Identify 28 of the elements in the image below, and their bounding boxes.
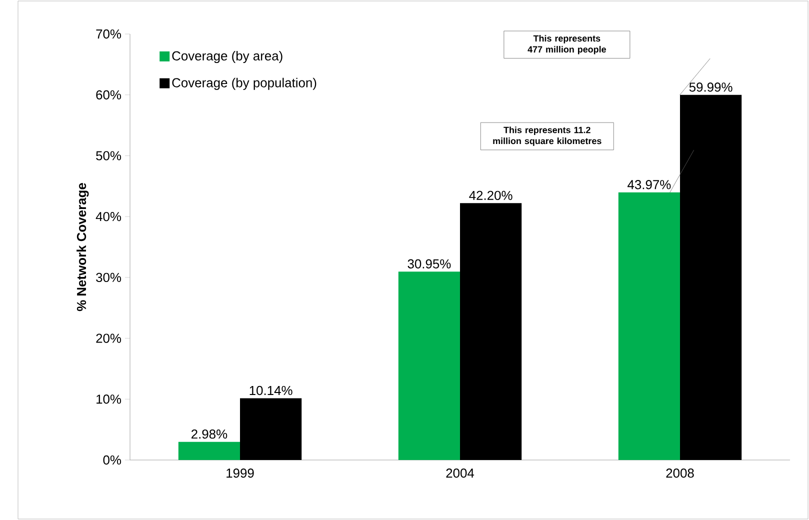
y-tick-label: 0% <box>103 455 122 465</box>
bar <box>178 442 240 460</box>
y-tick-label: 50% <box>96 151 122 160</box>
data-label: 43.97% <box>628 180 671 190</box>
bar <box>680 94 742 460</box>
y-tick-label: 70% <box>96 29 122 39</box>
data-label: 42.20% <box>469 190 512 200</box>
annotation: This represents 477 million people <box>528 34 606 54</box>
x-tick-label: 2004 <box>446 468 474 478</box>
data-label: 30.95% <box>408 259 451 268</box>
legend-label: Coverage (by area) <box>172 50 282 64</box>
bar <box>240 398 302 460</box>
y-tick-label: 20% <box>96 334 122 343</box>
data-label: 2.98% <box>191 429 228 439</box>
y-tick-label: 60% <box>96 90 122 100</box>
data-label: 59.99% <box>689 82 732 92</box>
y-tick-label: 30% <box>96 272 122 282</box>
bar <box>398 272 460 460</box>
legend-label: Coverage (by population) <box>172 78 316 90</box>
bar <box>618 192 680 460</box>
y-tick-label: 40% <box>96 212 122 222</box>
x-tick-label: 1999 <box>226 468 254 478</box>
data-label: 10.14% <box>250 386 292 396</box>
annotation: This represents 11.2 million square kilometres <box>493 126 602 146</box>
bar <box>460 203 522 460</box>
y-tick-label: 10% <box>96 394 122 404</box>
y-axis-title: % Network Coverage <box>76 183 89 312</box>
x-tick-label: 2008 <box>666 468 694 478</box>
